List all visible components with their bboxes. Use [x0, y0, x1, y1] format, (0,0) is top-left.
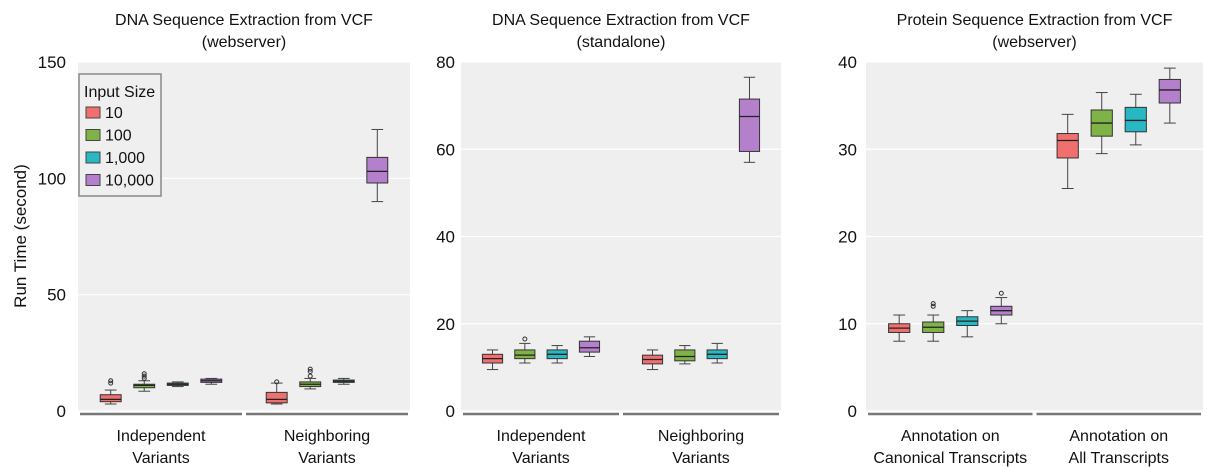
outlier-point	[274, 379, 280, 385]
legend-swatch	[85, 174, 101, 186]
box-iqr	[514, 349, 536, 360]
box-10000-group2	[738, 76, 761, 163]
chart-title: Protein Sequence Extraction from VCF	[897, 12, 1173, 29]
box-iqr	[578, 340, 601, 353]
y-axis-label: Run Time (second)	[11, 164, 30, 308]
legend: Input Size 10 100 1,000 10,000	[78, 73, 162, 197]
legend-label: 100	[105, 128, 132, 145]
outlier-point	[108, 378, 114, 384]
box-10-group1	[481, 349, 504, 371]
box-100-group2	[1090, 92, 1113, 155]
outlier-point	[141, 375, 147, 381]
group-label-line2: Canonical Transcripts	[873, 450, 1027, 467]
y-tick-label: 10	[838, 315, 857, 334]
outlier-point	[522, 336, 528, 342]
y-tick-label: 40	[838, 53, 857, 72]
y-tick-label: 30	[838, 140, 857, 159]
legend-label: 10	[105, 105, 123, 122]
outlier-point	[930, 303, 936, 309]
legend-swatch	[85, 106, 101, 119]
y-tick-label: 60	[436, 140, 455, 159]
legend-title: Input Size	[84, 84, 155, 101]
group-label-line1: Neighboring	[284, 428, 370, 445]
outlier-point	[141, 373, 147, 379]
y-tick-label: 100	[38, 169, 66, 188]
group-label-line2: Variants	[512, 450, 570, 467]
box-1000-group2	[706, 342, 728, 364]
box-100-group2	[674, 345, 696, 365]
box-10-group2	[265, 379, 288, 405]
box-iqr	[738, 98, 761, 152]
y-tick-label: 80	[436, 53, 455, 72]
y-tick-label: 40	[436, 228, 455, 247]
box-iqr	[674, 349, 696, 362]
y-tick-label: 150	[38, 53, 66, 72]
legend-label: 10,000	[105, 173, 154, 190]
box-10000-group2	[1158, 67, 1181, 124]
box-100-group1	[133, 371, 156, 392]
chart-subtitle: (webserver)	[202, 34, 286, 51]
group-label-line2: Variants	[298, 450, 356, 467]
box-10000-group1	[200, 377, 223, 385]
box-iqr	[366, 156, 389, 184]
box-100-group1	[514, 336, 536, 364]
group-label-line2: Variants	[132, 450, 190, 467]
group-label-line1: Independent	[497, 428, 587, 445]
box-10-group2	[641, 349, 664, 371]
box-100-group2	[299, 366, 322, 390]
outlier-point	[930, 301, 936, 307]
box-iqr	[99, 394, 122, 403]
box-100-group1	[922, 301, 945, 342]
group-label-line2: Variants	[672, 450, 730, 467]
outlier-point	[307, 366, 313, 372]
panel-2: 0 20 40 60 80 DNA Sequence Extraction from VC…	[436, 12, 781, 467]
chart-subtitle: (standalone)	[577, 34, 666, 51]
box-10000-group1	[990, 290, 1013, 325]
box-iqr	[1056, 133, 1079, 159]
box-10-group1	[888, 314, 911, 342]
group-label-line2: All Transcripts	[1069, 450, 1169, 467]
box-1000-group1	[956, 310, 979, 338]
y-tick-label: 0	[446, 402, 455, 421]
outlier-point	[998, 290, 1004, 296]
outlier-point	[141, 371, 147, 377]
panel-3: 0 10 20 30 40 Protein Sequence Extraction fro…	[838, 12, 1203, 467]
legend-label: 1,000	[105, 150, 145, 167]
group-label-line1: Annotation on	[1069, 428, 1168, 445]
legend-swatch	[85, 129, 101, 141]
y-tick-label: 50	[47, 286, 66, 305]
y-tick-label: 0	[57, 402, 66, 421]
box-1000-group2	[332, 377, 355, 385]
panel-1: 0 50 100 150 DNA Sequence Extraction from VC…	[38, 12, 410, 467]
box-iqr	[1158, 78, 1181, 104]
box-1000-group1	[166, 381, 189, 388]
chart-subtitle: (webserver)	[992, 34, 1076, 51]
box-10000-group1	[578, 336, 601, 357]
legend-swatch	[85, 151, 101, 164]
y-tick-label: 20	[838, 228, 857, 247]
box-10000-group2	[366, 128, 389, 203]
box-1000-group2	[1124, 93, 1147, 146]
box-iqr	[1124, 106, 1147, 133]
box-10-group1	[99, 378, 122, 405]
outlier-point	[108, 380, 114, 386]
box-10-group2	[1056, 113, 1079, 190]
group-label-line1: Annotation on	[901, 428, 1000, 445]
outlier-point	[307, 373, 313, 379]
box-1000-group1	[546, 345, 568, 364]
box-iqr	[265, 391, 288, 404]
chart-title: DNA Sequence Extraction from VCF	[492, 12, 750, 29]
outlier-point	[307, 368, 313, 374]
group-label-line1: Neighboring	[658, 428, 744, 445]
y-tick-label: 20	[436, 315, 455, 334]
group-label-line1: Independent	[117, 428, 207, 445]
chart-title: DNA Sequence Extraction from VCF	[115, 12, 373, 29]
y-tick-label: 0	[848, 402, 857, 421]
